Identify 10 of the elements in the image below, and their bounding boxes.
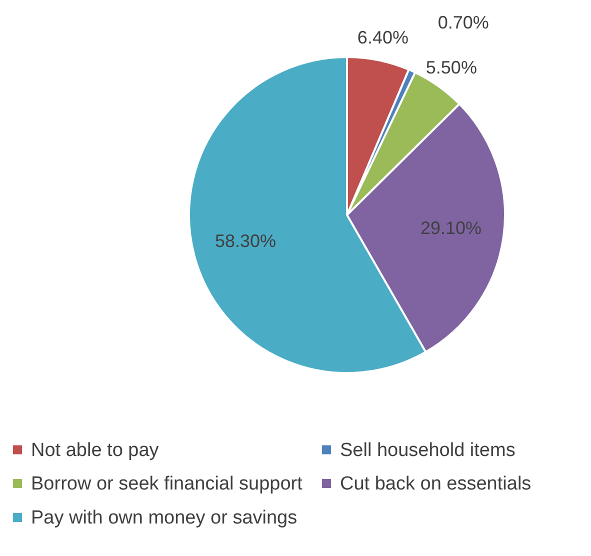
data-label: 0.70% xyxy=(438,12,489,33)
legend-label: Borrow or seek financial support xyxy=(31,474,304,494)
data-label: 58.30% xyxy=(215,231,276,252)
legend-label: Cut back on essentials xyxy=(340,474,532,494)
data-label: 29.10% xyxy=(420,218,482,238)
legend-label: Not able to pay xyxy=(31,440,160,461)
legend-label: Pay with own money or savings xyxy=(31,508,298,528)
data-label: 5.50% xyxy=(426,57,477,78)
data-label: 6.40% xyxy=(357,28,408,48)
legend-label: Sell household items xyxy=(340,440,516,461)
